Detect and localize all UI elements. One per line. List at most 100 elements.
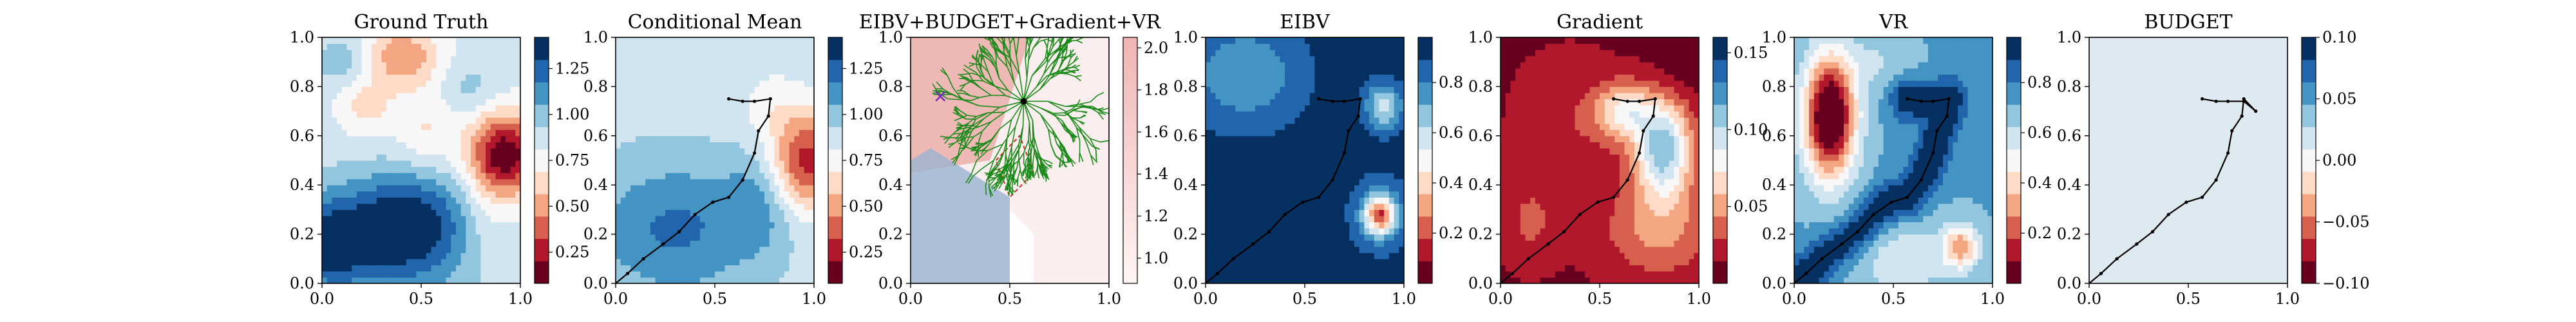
heatmap-cell (1210, 74, 1216, 81)
heatmap-cell (794, 37, 800, 44)
heatmap-cell (620, 228, 626, 235)
heatmap-cell (1294, 74, 1300, 81)
heatmap-cell (744, 240, 750, 247)
heatmap-cell (426, 265, 431, 272)
heatmap-cell (620, 203, 626, 210)
trajectory-point (741, 99, 744, 103)
heatmap-cell (401, 234, 407, 241)
heatmap-cell (680, 142, 686, 149)
heatmap-cell (460, 270, 466, 278)
heatmap-cell (789, 166, 795, 173)
heatmap-cell (640, 277, 646, 283)
heatmap-cell (1206, 203, 1211, 210)
heatmap-cell (784, 105, 790, 112)
heatmap-cell (381, 277, 387, 283)
heatmap-cell (346, 74, 352, 81)
heatmap-cell (809, 173, 814, 180)
heatmap-cell (635, 178, 641, 185)
heatmap-cell (695, 191, 701, 198)
heatmap-cell (431, 123, 437, 130)
heatmap-cell (510, 62, 516, 69)
heatmap-cell (505, 178, 511, 185)
heatmap-cell (426, 55, 431, 62)
heatmap-cell (690, 185, 696, 192)
heatmap-cell (495, 203, 501, 210)
heatmap-cell (1265, 185, 1271, 192)
heatmap-cell (734, 43, 741, 50)
heatmap-cell (1270, 80, 1276, 87)
heatmap-cell (455, 147, 462, 155)
heatmap-cell (1210, 147, 1216, 155)
heatmap-cell (1285, 99, 1291, 106)
heatmap-cell (1280, 203, 1285, 210)
heatmap-cell (1245, 222, 1251, 229)
heatmap-cell (386, 173, 392, 180)
heatmap-cell (391, 80, 397, 87)
heatmap-cell (799, 252, 805, 260)
heatmap-cell (391, 197, 397, 204)
heatmap-cell (1235, 258, 1241, 265)
heatmap-cell (1245, 209, 1251, 216)
heatmap-cell (337, 173, 343, 180)
heatmap-cell (440, 50, 447, 57)
heatmap-cell (749, 105, 755, 112)
heatmap-cell (655, 258, 661, 265)
heatmap-cell (705, 246, 710, 253)
heatmap-cell (406, 166, 412, 173)
heatmap-cell (660, 62, 666, 69)
heatmap-cell (665, 80, 671, 87)
heatmap-cell (620, 166, 626, 173)
heatmap-cell (754, 215, 760, 223)
heatmap-cell (341, 228, 348, 235)
heatmap-cell (411, 215, 417, 223)
heatmap-cell (1265, 246, 1271, 253)
heatmap-cell (710, 129, 715, 137)
heatmap-cell (1240, 55, 1246, 62)
heatmap-cell (724, 142, 730, 149)
heatmap-cell (1210, 123, 1216, 130)
heatmap-cell (381, 228, 387, 235)
heatmap-cell (352, 215, 357, 223)
heatmap-cell (685, 234, 691, 241)
heatmap-cell (440, 135, 447, 142)
tree-edge (953, 109, 960, 115)
tree-edge (999, 100, 1024, 108)
heatmap-cell (665, 240, 671, 247)
heatmap-cell (475, 228, 481, 235)
heatmap-cell (675, 240, 681, 247)
heatmap-cell (715, 209, 721, 216)
heatmap-cell (784, 37, 790, 44)
heatmap-cell (337, 240, 343, 247)
heatmap-cell (690, 105, 696, 112)
heatmap-cell (455, 215, 462, 223)
heatmap-cell (690, 50, 696, 57)
heatmap-cell (616, 111, 621, 118)
heatmap-cell (685, 62, 691, 69)
heatmap-cell (490, 185, 497, 192)
heatmap-cell (1235, 209, 1241, 216)
heatmap-cell (645, 50, 651, 57)
heatmap-cell (332, 160, 337, 167)
heatmap-cell (645, 209, 651, 216)
heatmap-cell (789, 209, 795, 216)
heatmap-cell (480, 123, 486, 130)
heatmap-cell (1285, 265, 1291, 272)
heatmap-cell (1289, 105, 1296, 112)
heatmap-cell (1255, 43, 1261, 50)
heatmap-cell (784, 277, 790, 283)
heatmap-cell (486, 185, 491, 192)
heatmap-cell (1230, 234, 1236, 241)
heatmap-cell (1230, 142, 1236, 149)
heatmap-cell (1274, 246, 1281, 253)
heatmap-cell (640, 147, 646, 155)
heatmap-cell (1240, 215, 1246, 223)
heatmap-cell (426, 80, 431, 87)
heatmap-cell (719, 80, 725, 87)
heatmap-cell (332, 135, 337, 142)
heatmap-cell (1210, 252, 1216, 260)
heatmap-cell (510, 147, 516, 155)
heatmap-cell (645, 37, 651, 44)
heatmap-cell (376, 228, 382, 235)
heatmap-cell (650, 68, 656, 75)
heatmap-cell (1220, 129, 1226, 137)
